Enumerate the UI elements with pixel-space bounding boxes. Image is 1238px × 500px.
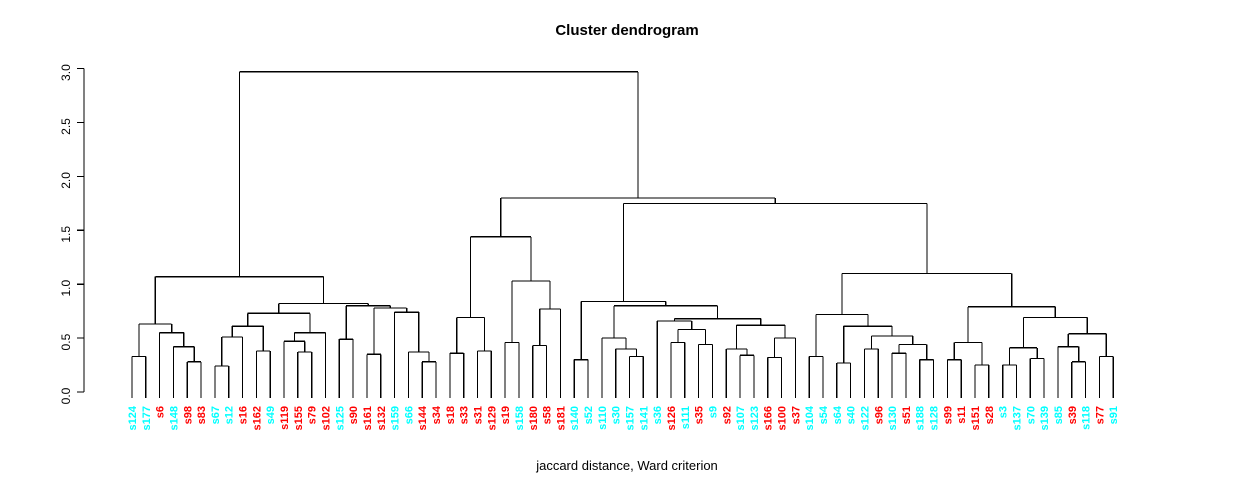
- leaf-label: s125: [334, 406, 346, 430]
- leaf-label: s100: [777, 406, 789, 430]
- leaf-label: s119: [279, 406, 291, 430]
- leaf-label: s157: [625, 406, 637, 430]
- leaf-label: s181: [555, 406, 567, 430]
- leaf-label: s162: [251, 406, 263, 430]
- leaf-label: s11: [956, 406, 968, 424]
- leaf-label: s188: [915, 406, 927, 430]
- leaf-label: s126: [666, 406, 678, 430]
- leaf-label: s3: [998, 406, 1010, 418]
- leaf-label: s49: [265, 406, 277, 424]
- leaf-label: s144: [417, 405, 429, 430]
- leaf-label: s137: [1011, 406, 1023, 430]
- leaf-labels: s124 s177 s6 s148 s98 s83 s67 s12 s16 s162 s49 s119…: [127, 405, 1120, 430]
- leaf-label: s19: [500, 406, 512, 424]
- leaf-label: s90: [348, 406, 360, 424]
- leaf-label: s155: [293, 406, 305, 430]
- y-tick-label: 0.0: [59, 387, 73, 404]
- leaf-label: s51: [901, 406, 913, 424]
- leaf-label: s58: [542, 406, 554, 424]
- leaf-label: s83: [196, 406, 208, 424]
- y-axis: 0.0 0.5 1.0 1.5 2.0 2.5 3.0: [59, 64, 85, 404]
- leaf-label: s92: [721, 406, 733, 424]
- leaf-label: s30: [611, 406, 623, 424]
- leaf-label: s18: [445, 406, 457, 424]
- leaf-label: s158: [514, 406, 526, 430]
- leaf-label: s151: [970, 406, 982, 430]
- leaf-label: s64: [832, 405, 844, 424]
- leaf-label: s122: [859, 406, 871, 430]
- leaf-label: s124: [127, 405, 139, 430]
- leaf-label: s110: [597, 406, 609, 430]
- leaf-label: s37: [790, 406, 802, 424]
- leaf-label: s104: [804, 405, 816, 430]
- leaf-label: s70: [1025, 406, 1037, 424]
- leaf-label: s31: [473, 406, 485, 424]
- leaf-label: s180: [528, 406, 540, 430]
- leaf-label: s130: [887, 406, 899, 430]
- leaf-label: s141: [638, 406, 650, 430]
- y-tick-label: 1.0: [59, 280, 73, 297]
- x-axis-label: jaccard distance, Ward criterion: [536, 458, 718, 473]
- leaf-label: s12: [224, 406, 236, 424]
- leaf-label: s79: [307, 406, 319, 424]
- leaf-label: s35: [694, 406, 706, 424]
- y-tick-label: 0.5: [59, 333, 73, 350]
- leaf-label: s118: [1081, 406, 1093, 430]
- leaf-label: s91: [1108, 406, 1120, 424]
- leaf-label: s139: [1039, 406, 1051, 430]
- leaf-label: s34: [431, 405, 443, 424]
- leaf-label: s66: [403, 406, 415, 424]
- y-tick-label: 2.0: [59, 172, 73, 189]
- leaf-label: s159: [390, 406, 402, 430]
- leaf-label: s140: [569, 406, 581, 430]
- dendrogram-tree: [131, 71, 1114, 398]
- leaf-label: s85: [1053, 406, 1065, 424]
- leaf-label: s132: [376, 406, 388, 430]
- leaf-label: s39: [1067, 406, 1079, 424]
- leaf-label: s148: [168, 406, 180, 430]
- leaf-label: s96: [873, 406, 885, 424]
- leaf-label: s9: [707, 406, 719, 418]
- leaf-label: s111: [680, 406, 692, 429]
- leaf-label: s98: [182, 406, 194, 424]
- leaf-label: s161: [362, 406, 374, 430]
- y-tick-label: 3.0: [59, 64, 73, 81]
- leaf-label: s6: [155, 406, 167, 418]
- leaf-label: s123: [749, 406, 761, 430]
- y-tick-label: 1.5: [59, 226, 73, 243]
- leaf-label: s16: [238, 406, 250, 424]
- leaf-label: s28: [984, 406, 996, 424]
- leaf-label: s166: [763, 406, 775, 430]
- leaf-label: s40: [846, 406, 858, 424]
- chart-title: Cluster dendrogram: [555, 22, 699, 39]
- leaf-label: s128: [929, 406, 941, 430]
- y-tick-label: 2.5: [59, 118, 73, 135]
- leaf-label: s77: [1094, 406, 1106, 424]
- leaf-label: s107: [735, 406, 747, 430]
- leaf-label: s99: [942, 406, 954, 424]
- leaf-label: s54: [818, 405, 830, 424]
- leaf-label: s33: [459, 406, 471, 424]
- leaf-label: s102: [320, 406, 332, 430]
- leaf-label: s36: [652, 406, 664, 424]
- leaf-label: s52: [583, 406, 595, 424]
- leaf-label: s67: [210, 406, 222, 424]
- leaf-label: s129: [486, 406, 498, 430]
- leaf-label: s177: [141, 406, 153, 430]
